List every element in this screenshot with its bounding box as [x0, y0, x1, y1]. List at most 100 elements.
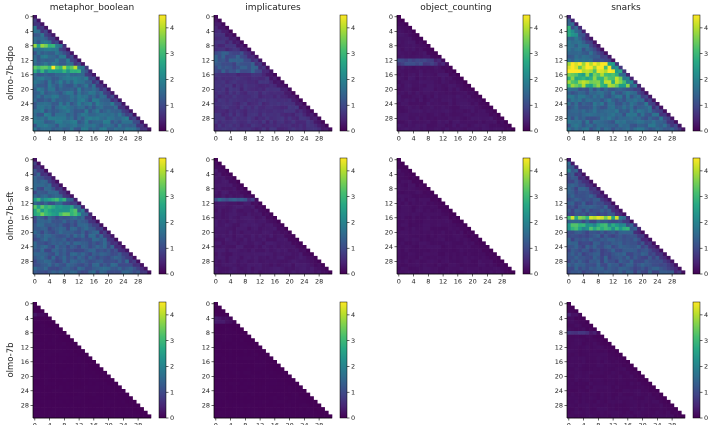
heatmap-cell [567, 47, 571, 52]
heatmap-cell [433, 73, 438, 77]
heatmap-cell [448, 65, 453, 70]
heatmap-cell [302, 266, 307, 271]
heatmap-cell [611, 216, 616, 220]
heatmap-cell [611, 105, 616, 110]
heatmap-cell [99, 98, 104, 103]
heatmap-cell [106, 374, 111, 379]
heatmap-cell [51, 116, 56, 121]
heatmap-cell [585, 176, 590, 181]
heatmap-cell [485, 266, 490, 271]
x-tick-label: 28 [315, 135, 323, 143]
heatmap-cell [291, 102, 296, 106]
heatmap-cell [58, 51, 63, 56]
heatmap-cell [47, 219, 52, 224]
heatmap-cell [459, 83, 464, 88]
heatmap-cell [58, 360, 63, 364]
heatmap-cell [36, 165, 41, 170]
heatmap-cell [225, 116, 230, 121]
heatmap-cell [236, 216, 241, 220]
heatmap-cell [73, 62, 78, 67]
heatmap-cell [103, 98, 108, 103]
heatmap-cell [287, 127, 292, 132]
heatmap-cell [51, 320, 56, 325]
heatmap-cell [33, 91, 37, 96]
heatmap-cell [58, 212, 63, 217]
heatmap-cell [433, 201, 438, 206]
heatmap-cell [496, 270, 501, 275]
heatmap-cell [228, 80, 233, 85]
heatmap-cell [570, 18, 575, 23]
heatmap-cell [481, 98, 486, 103]
heatmap-cell [88, 367, 93, 372]
heatmap-cell [444, 65, 449, 70]
heatmap-cell [51, 237, 56, 242]
heatmap-cell [492, 270, 497, 275]
heatmap-cell [103, 381, 108, 386]
heatmap-cell [309, 252, 314, 257]
heatmap-cell [437, 76, 442, 81]
heatmap-cell [33, 176, 37, 181]
heatmap-cell [84, 396, 89, 401]
heatmap-cell [485, 127, 490, 132]
heatmap-cell [633, 223, 638, 228]
heatmap-cell [324, 123, 329, 128]
heatmap-cell [92, 245, 96, 249]
heatmap-cell [254, 248, 259, 253]
heatmap-cell [232, 201, 237, 206]
heatmap-cell [214, 161, 218, 166]
heatmap-cell [570, 179, 575, 184]
heatmap-cell [73, 270, 78, 275]
heatmap-cell [626, 127, 630, 132]
heatmap-cell [273, 266, 277, 271]
heatmap-cell [77, 98, 82, 103]
heatmap-cell [92, 381, 96, 386]
heatmap-cell [80, 105, 85, 110]
heatmap-cell [419, 80, 424, 85]
heatmap-cell [69, 123, 74, 128]
heatmap-cell [51, 44, 56, 48]
heatmap-cell [400, 120, 405, 125]
heatmap-cell [648, 241, 653, 246]
heatmap-cell [603, 109, 608, 114]
heatmap-cell [489, 248, 494, 253]
colorbar-tick-label: 2 [534, 219, 538, 227]
heatmap-cell [481, 263, 486, 268]
heatmap-cell [448, 102, 453, 106]
heatmap-cell [404, 194, 409, 199]
heatmap-cell [40, 40, 45, 45]
heatmap-cell [106, 241, 111, 246]
heatmap-cell [55, 263, 60, 268]
heatmap-cell [88, 392, 93, 397]
heatmap-cell [397, 190, 401, 195]
heatmap-cell [66, 356, 71, 361]
heatmap-cell [422, 187, 427, 191]
heatmap-cell [603, 73, 608, 77]
heatmap-cell [570, 33, 575, 38]
y-tick-label: 8 [559, 42, 563, 50]
heatmap-cell [511, 127, 516, 132]
heatmap-cell [92, 76, 96, 81]
heatmap-cell [88, 396, 93, 401]
heatmap-cell [239, 187, 244, 191]
heatmap-cell [419, 245, 424, 249]
heatmap-cell [66, 367, 71, 372]
heatmap-cell [243, 65, 248, 70]
heatmap-cell [84, 237, 89, 242]
heatmap-cell [51, 212, 56, 217]
heatmap-cell [607, 216, 612, 220]
heatmap-cell [467, 105, 472, 110]
heatmap-cell [614, 127, 619, 132]
y-tick-label: 28 [555, 115, 563, 123]
heatmap-cell [247, 245, 252, 249]
heatmap-cell [276, 112, 281, 117]
heatmap-cell [239, 197, 244, 202]
heatmap-cell [489, 123, 494, 128]
heatmap-cell [648, 263, 653, 268]
heatmap-cell [614, 252, 619, 257]
heatmap-cell [456, 94, 460, 99]
heatmap-cell [419, 183, 424, 188]
heatmap-cell [574, 94, 579, 99]
heatmap-cell [411, 120, 416, 125]
heatmap-cell [474, 241, 479, 246]
heatmap-cell [250, 216, 255, 220]
